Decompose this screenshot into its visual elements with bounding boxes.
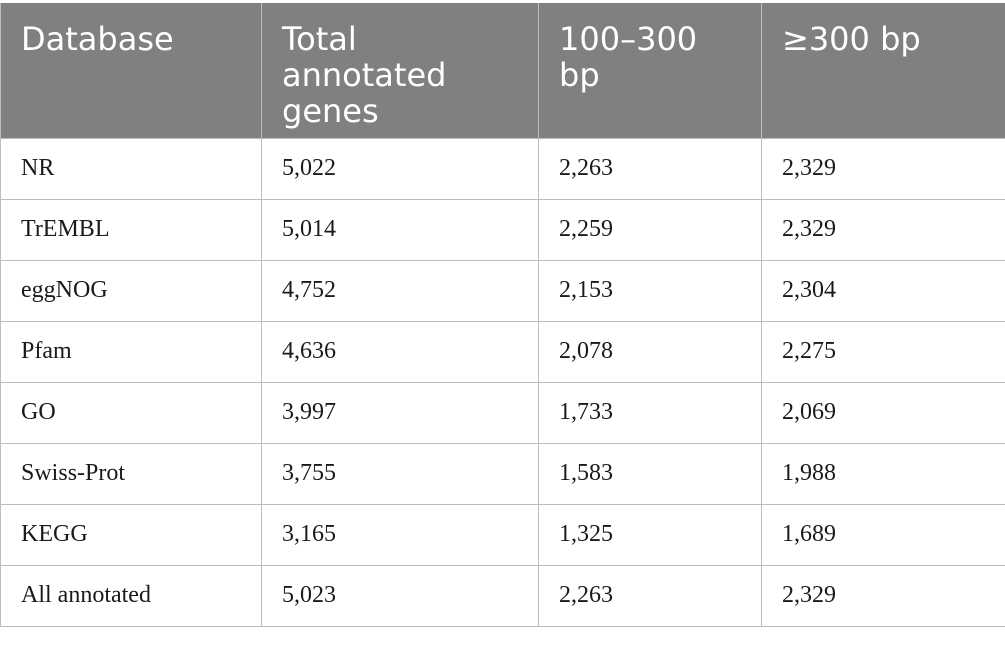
- cell-total: 3,997: [261, 381, 539, 444]
- table-row: GO 3,997 1,733 2,069: [0, 381, 1005, 444]
- cell-100-300: 1,325: [538, 503, 762, 566]
- cell-total: 3,165: [261, 503, 539, 566]
- header-total-annotated-genes: Total annotated genes: [261, 3, 539, 138]
- table-row: TrEMBL 5,014 2,259 2,329: [0, 198, 1005, 261]
- cell-database: eggNOG: [0, 259, 262, 322]
- table-body: NR 5,022 2,263 2,329 TrEMBL 5,014 2,259 …: [0, 137, 1005, 627]
- cell-100-300: 1,733: [538, 381, 762, 444]
- cell-database: NR: [0, 137, 262, 200]
- table-row: NR 5,022 2,263 2,329: [0, 137, 1005, 200]
- header-100-300-bp: 100–300 bp: [538, 3, 762, 138]
- cell-database: KEGG: [0, 503, 262, 566]
- cell-database: All annotated: [0, 564, 262, 627]
- table-row: KEGG 3,165 1,325 1,689: [0, 503, 1005, 566]
- cell-database: Swiss-Prot: [0, 442, 262, 505]
- table-row: eggNOG 4,752 2,153 2,304: [0, 259, 1005, 322]
- cell-total: 4,636: [261, 320, 539, 383]
- cell-300-plus: 2,329: [761, 564, 1005, 627]
- cell-100-300: 2,153: [538, 259, 762, 322]
- cell-database: Pfam: [0, 320, 262, 383]
- cell-database: GO: [0, 381, 262, 444]
- cell-300-plus: 2,275: [761, 320, 1005, 383]
- table-row: Swiss-Prot 3,755 1,583 1,988: [0, 442, 1005, 505]
- cell-300-plus: 2,329: [761, 137, 1005, 200]
- cell-total: 5,022: [261, 137, 539, 200]
- cell-300-plus: 2,304: [761, 259, 1005, 322]
- table-row: All annotated 5,023 2,263 2,329: [0, 564, 1005, 627]
- cell-total: 5,023: [261, 564, 539, 627]
- annotation-table: Database Total annotated genes 100–300 b…: [0, 3, 1005, 627]
- table-header: Database Total annotated genes 100–300 b…: [0, 3, 1005, 138]
- cell-300-plus: 1,689: [761, 503, 1005, 566]
- cell-100-300: 2,078: [538, 320, 762, 383]
- header-database: Database: [0, 3, 262, 138]
- cell-300-plus: 2,329: [761, 198, 1005, 261]
- cell-total: 3,755: [261, 442, 539, 505]
- cell-300-plus: 2,069: [761, 381, 1005, 444]
- cell-100-300: 1,583: [538, 442, 762, 505]
- cell-database: TrEMBL: [0, 198, 262, 261]
- table-row: Pfam 4,636 2,078 2,275: [0, 320, 1005, 383]
- cell-300-plus: 1,988: [761, 442, 1005, 505]
- cell-100-300: 2,259: [538, 198, 762, 261]
- header-row: Database Total annotated genes 100–300 b…: [0, 3, 1005, 138]
- cell-total: 5,014: [261, 198, 539, 261]
- cell-total: 4,752: [261, 259, 539, 322]
- cell-100-300: 2,263: [538, 137, 762, 200]
- cell-100-300: 2,263: [538, 564, 762, 627]
- header-300-bp-plus: ≥300 bp: [761, 3, 1005, 138]
